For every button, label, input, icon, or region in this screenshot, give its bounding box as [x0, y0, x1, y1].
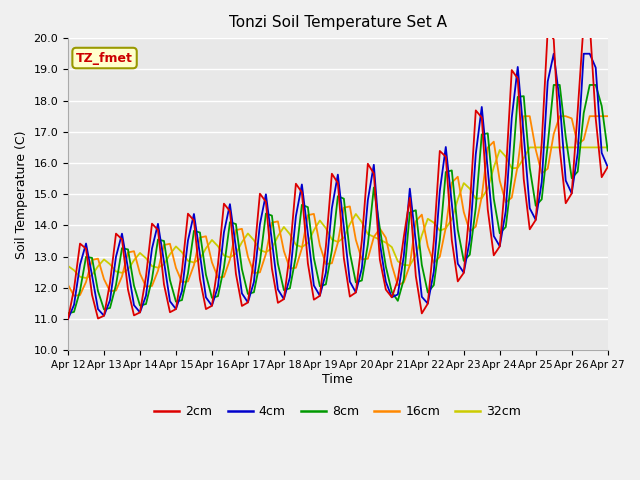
Line: 2cm: 2cm	[68, 23, 608, 319]
16cm	[208, 260, 216, 265]
16cm	[598, 113, 605, 119]
8cm	[550, 82, 557, 88]
Line: 16cm: 16cm	[68, 116, 608, 296]
32cm	[526, 144, 534, 150]
4cm	[592, 65, 600, 71]
32cm	[82, 275, 90, 281]
8cm	[604, 148, 612, 154]
8cm	[190, 228, 198, 234]
2cm	[598, 174, 605, 180]
16cm	[520, 113, 527, 119]
16cm	[604, 113, 612, 119]
8cm	[592, 82, 600, 88]
Title: Tonzi Soil Temperature Set A: Tonzi Soil Temperature Set A	[229, 15, 447, 30]
2cm	[130, 312, 138, 318]
Legend: 2cm, 4cm, 8cm, 16cm, 32cm: 2cm, 4cm, 8cm, 16cm, 32cm	[149, 400, 527, 423]
16cm	[532, 147, 540, 153]
4cm	[598, 150, 605, 156]
32cm	[196, 256, 204, 262]
4cm	[550, 51, 557, 57]
4cm	[520, 132, 527, 138]
2cm	[190, 217, 198, 223]
4cm	[64, 316, 72, 322]
32cm	[208, 237, 216, 243]
2cm	[202, 306, 210, 312]
8cm	[520, 93, 527, 99]
4cm	[130, 302, 138, 308]
4cm	[604, 164, 612, 170]
16cm	[70, 293, 78, 299]
Line: 32cm: 32cm	[68, 147, 608, 278]
8cm	[598, 103, 605, 109]
16cm	[64, 282, 72, 288]
32cm	[604, 144, 612, 150]
X-axis label: Time: Time	[323, 373, 353, 386]
8cm	[64, 311, 72, 316]
32cm	[64, 263, 72, 269]
32cm	[598, 144, 605, 150]
Y-axis label: Soil Temperature (C): Soil Temperature (C)	[15, 130, 28, 259]
Text: TZ_fmet: TZ_fmet	[76, 51, 133, 64]
2cm	[520, 176, 527, 182]
8cm	[202, 272, 210, 277]
4cm	[202, 294, 210, 300]
32cm	[136, 250, 144, 256]
Line: 8cm: 8cm	[68, 85, 608, 313]
4cm	[190, 211, 198, 217]
16cm	[382, 235, 390, 240]
32cm	[382, 240, 390, 245]
2cm	[64, 316, 72, 322]
Line: 4cm: 4cm	[68, 54, 608, 319]
32cm	[532, 144, 540, 150]
16cm	[136, 271, 144, 276]
16cm	[196, 235, 204, 240]
2cm	[592, 115, 600, 121]
2cm	[604, 164, 612, 170]
2cm	[580, 20, 588, 25]
8cm	[130, 283, 138, 288]
